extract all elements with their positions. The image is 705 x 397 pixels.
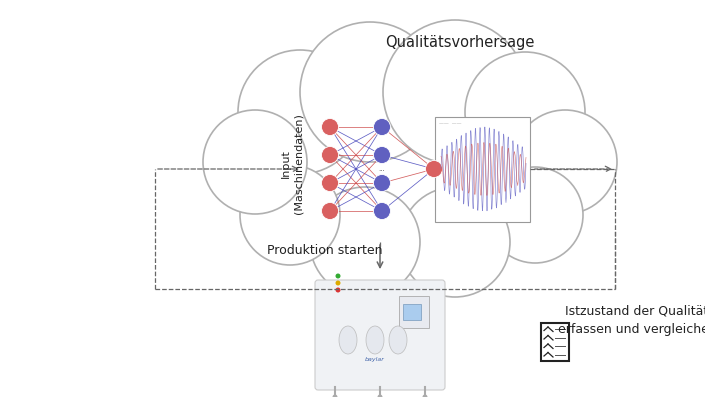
- Text: Qualitätsvorhersage: Qualitätsvorhersage: [386, 35, 534, 50]
- Bar: [435, 116, 530, 222]
- Circle shape: [426, 160, 443, 177]
- Text: baylar: baylar: [365, 358, 385, 362]
- Circle shape: [374, 202, 391, 220]
- Text: Input
(Maschinendaten): Input (Maschinendaten): [281, 114, 303, 214]
- Circle shape: [321, 202, 338, 220]
- Circle shape: [203, 110, 307, 214]
- Ellipse shape: [389, 326, 407, 354]
- Circle shape: [422, 395, 427, 397]
- Bar: [541, 323, 569, 361]
- Circle shape: [238, 50, 362, 174]
- Circle shape: [336, 281, 341, 285]
- Text: ——  ——: —— ——: [439, 121, 462, 125]
- Text: Istzustand der Qualität
erfassen und vergleichen: Istzustand der Qualität erfassen und ver…: [558, 304, 705, 335]
- Circle shape: [333, 395, 338, 397]
- Circle shape: [300, 22, 440, 162]
- Circle shape: [377, 395, 383, 397]
- Circle shape: [240, 165, 340, 265]
- Text: ...: ...: [379, 166, 386, 172]
- Circle shape: [336, 274, 341, 279]
- Circle shape: [321, 175, 338, 191]
- Circle shape: [487, 167, 583, 263]
- Circle shape: [374, 118, 391, 135]
- Circle shape: [513, 110, 617, 214]
- Circle shape: [400, 187, 510, 297]
- Circle shape: [374, 146, 391, 164]
- Circle shape: [374, 175, 391, 191]
- Bar: [403, 304, 421, 320]
- Circle shape: [383, 20, 527, 164]
- Circle shape: [321, 146, 338, 164]
- FancyBboxPatch shape: [315, 280, 445, 390]
- Text: Produktion starten: Produktion starten: [267, 245, 383, 258]
- Circle shape: [310, 187, 420, 297]
- Circle shape: [336, 287, 341, 293]
- FancyBboxPatch shape: [399, 296, 429, 328]
- Circle shape: [465, 52, 585, 172]
- Circle shape: [321, 118, 338, 135]
- Ellipse shape: [366, 326, 384, 354]
- Ellipse shape: [339, 326, 357, 354]
